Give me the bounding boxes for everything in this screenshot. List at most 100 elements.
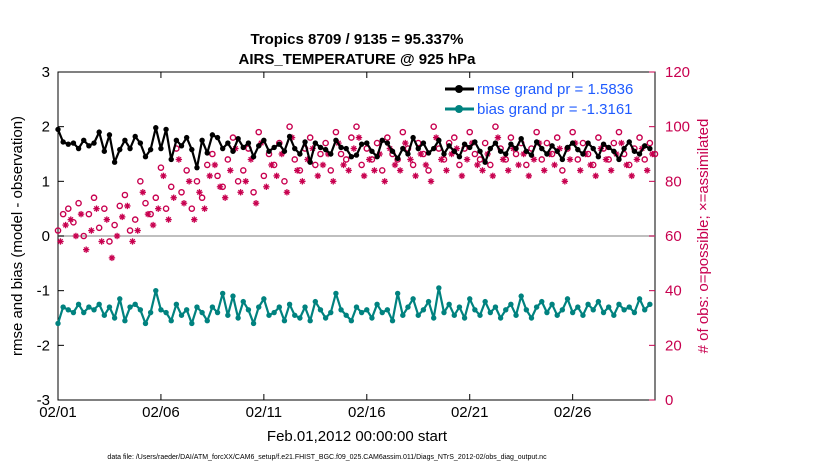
obs-assimilated-marker	[180, 200, 188, 207]
obs-possible-marker	[559, 167, 566, 174]
obs-assimilated-marker	[185, 178, 193, 185]
bias-point	[91, 307, 97, 313]
bias-point	[487, 309, 494, 316]
bias-point	[137, 307, 144, 313]
bias-point	[358, 309, 365, 316]
rmse-point	[261, 137, 267, 144]
obs-assimilated-marker	[489, 172, 496, 180]
bias-point	[333, 290, 339, 297]
obs-assimilated-marker	[474, 161, 481, 169]
rmse-point	[379, 137, 385, 144]
bias-point	[96, 301, 102, 308]
obs-assimilated-marker	[479, 167, 486, 174]
obs-possible-marker	[193, 178, 201, 185]
obs-possible-marker	[353, 123, 360, 130]
obs-assimilated-marker	[113, 232, 121, 240]
obs-assimilated-marker	[391, 161, 399, 169]
obs-assimilated-marker	[252, 200, 260, 207]
bias-point	[348, 318, 355, 324]
rmse-point	[642, 143, 648, 149]
obs-assimilated-marker	[592, 172, 599, 180]
obs-assimilated-marker	[417, 150, 424, 158]
bias-point	[86, 304, 92, 310]
obs-possible-marker	[167, 183, 175, 191]
obs-assimilated-marker	[427, 178, 435, 185]
rmse-point	[358, 141, 365, 147]
obs-assimilated-marker	[77, 210, 85, 218]
bias-point	[168, 318, 174, 324]
obs-assimilated-marker	[62, 221, 69, 229]
rmse-point	[117, 146, 123, 153]
obs-assimilated-marker	[366, 156, 373, 163]
obs-assimilated-marker	[355, 134, 363, 141]
chart-title: Tropics 8709 / 9135 = 95.337%	[250, 31, 463, 48]
rmse-point	[549, 143, 555, 149]
obs-assimilated-marker	[165, 216, 172, 223]
obs-assimilated-marker	[649, 150, 656, 158]
obs-assimilated-marker	[160, 172, 167, 180]
obs-possible-marker	[286, 123, 293, 130]
rmse-point	[528, 152, 535, 158]
obs-possible-marker	[54, 227, 62, 234]
obs-assimilated-marker	[319, 161, 327, 169]
rmse-point	[595, 154, 602, 160]
y-tick-label: 0	[42, 228, 50, 245]
obs-possible-marker	[332, 128, 340, 136]
y2-tick-label: 20	[665, 337, 682, 354]
bias-point	[307, 318, 313, 324]
obs-possible-marker	[281, 178, 288, 185]
obs-assimilated-marker	[191, 216, 198, 223]
rmse-point	[199, 137, 205, 144]
bias-point	[410, 296, 416, 302]
bias-point	[647, 301, 653, 308]
y2-axis-label: # of obs: o=possible; ×=assimilated	[695, 119, 712, 354]
rmse-point	[91, 140, 97, 146]
obs-assimilated-marker	[412, 172, 419, 180]
y-axis-left: -3 -2 -1 0 1 2 3	[37, 64, 64, 409]
bias-point	[70, 309, 77, 316]
rmse-point	[430, 145, 437, 152]
bias-point	[374, 301, 380, 308]
obs-assimilated-marker	[139, 189, 147, 196]
bias-point	[256, 304, 262, 310]
obs-assimilated-marker	[206, 172, 213, 180]
bias-point	[559, 307, 566, 313]
obs-possible-marker	[450, 134, 458, 141]
obs-possible-marker	[291, 156, 299, 163]
rmse-point	[477, 148, 483, 154]
obs-assimilated-marker	[149, 221, 157, 229]
obs-assimilated-marker	[499, 156, 507, 163]
obs-assimilated-marker	[525, 172, 533, 180]
rmse-point	[147, 146, 154, 153]
bias-point	[636, 296, 643, 302]
obs-possible-marker	[492, 123, 499, 130]
bias-point	[533, 304, 540, 310]
y-tick-label: -2	[37, 337, 50, 354]
obs-possible-marker	[131, 216, 139, 223]
bias-point	[477, 312, 483, 318]
obs-possible-marker	[342, 156, 350, 163]
obs-assimilated-marker	[314, 172, 321, 180]
obs-assimilated-marker	[237, 189, 244, 196]
obs-assimilated-marker	[108, 254, 116, 262]
rmse-point	[209, 132, 216, 138]
rmse-point	[605, 144, 612, 151]
obs-possible-marker	[121, 191, 129, 199]
y2-tick-label: 40	[665, 283, 682, 300]
obs-assimilated-marker	[242, 178, 249, 185]
obs-assimilated-marker	[299, 178, 306, 185]
obs-assimilated-marker	[144, 210, 152, 218]
bias-point	[600, 309, 607, 316]
obs-possible-marker	[358, 161, 365, 169]
obs-possible-marker	[512, 150, 520, 158]
rmse-point	[127, 145, 133, 152]
rmse-point	[302, 139, 308, 145]
rmse-point	[425, 150, 432, 156]
bias-point	[497, 315, 504, 321]
bias-point	[60, 304, 66, 310]
x-tick-label: 02/01	[39, 404, 77, 421]
rmse-point	[266, 148, 272, 154]
rmse-point	[482, 159, 488, 165]
rmse-point	[163, 126, 169, 133]
obs-assimilated-marker	[330, 178, 337, 185]
